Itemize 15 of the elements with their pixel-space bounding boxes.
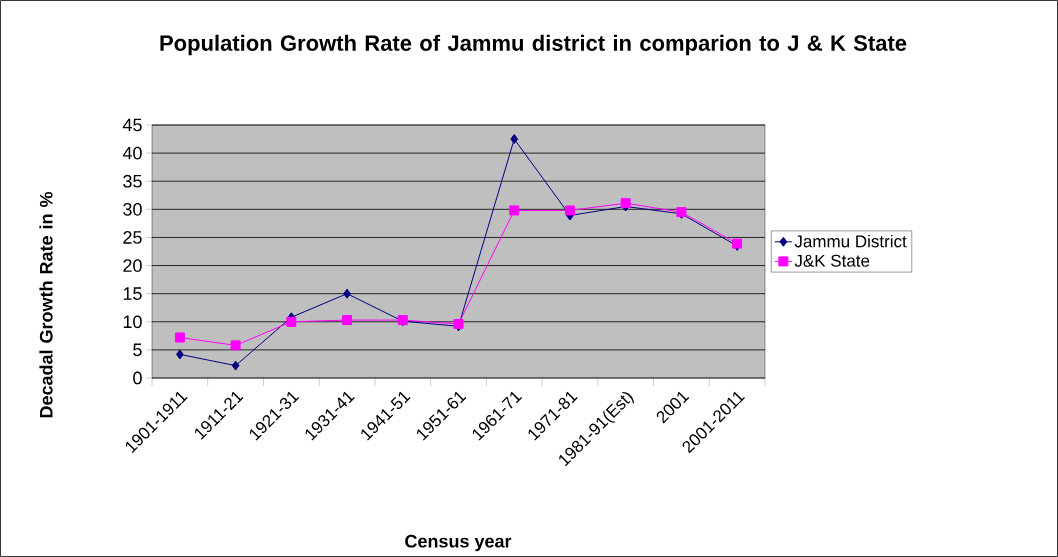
legend-label: Jammu District	[794, 234, 907, 248]
y-tick-label: 45	[122, 118, 142, 132]
y-tick-label: 35	[123, 174, 142, 188]
legend-label: J&K State	[794, 254, 870, 267]
x-axis-title: Census year	[405, 534, 512, 552]
y-tick-label: 20	[123, 259, 142, 272]
y-tick-label: 30	[123, 202, 142, 216]
y-tick-label: 10	[123, 315, 142, 329]
y-tick-label: 25	[123, 231, 142, 244]
y-tick-label: 15	[123, 287, 142, 300]
y-tick-label: 40	[122, 146, 142, 160]
y-axis-title: Decadal Growth Rate in %	[39, 191, 53, 418]
y-tick-label: 0	[133, 371, 142, 385]
chart-title: Population Growth Rate of Jammu district in comparion to J & K State	[160, 34, 907, 56]
y-tick-label: 5	[133, 343, 142, 357]
